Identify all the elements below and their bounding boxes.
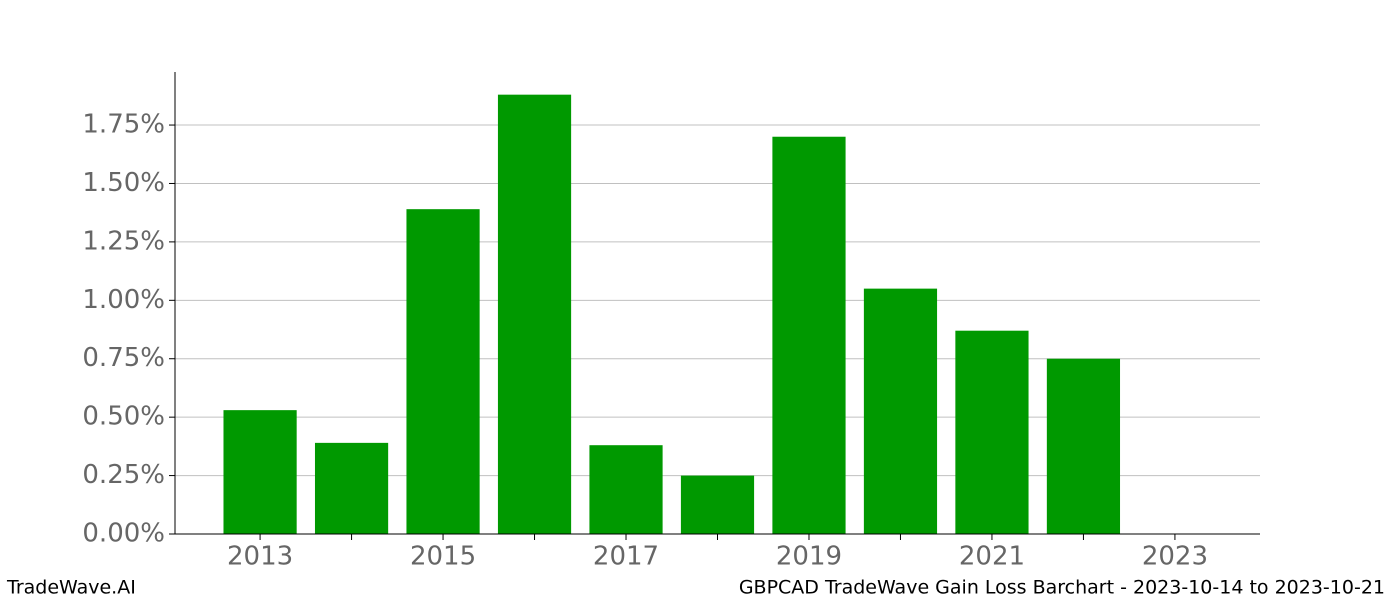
bar: [314, 442, 389, 534]
x-tick-label: 2021: [959, 542, 1025, 572]
x-tick-label: 2015: [410, 542, 476, 572]
x-tick-label: 2023: [1142, 542, 1208, 572]
y-tick-label: 0.25%: [82, 460, 165, 490]
y-tick-label: 1.25%: [82, 226, 165, 256]
bar: [772, 136, 846, 534]
bar: [497, 94, 572, 535]
bar: [223, 410, 297, 534]
y-tick-label: 1.00%: [82, 285, 165, 315]
bar: [406, 209, 480, 534]
bar: [955, 330, 1029, 534]
y-tick-label: 1.50%: [82, 168, 165, 198]
bar: [1046, 358, 1121, 534]
x-tick-label: 2013: [227, 542, 293, 572]
y-tick-label: 0.00%: [82, 519, 165, 549]
x-tick-label: 2017: [593, 542, 659, 572]
x-tick-label: 2019: [776, 542, 842, 572]
chart-title: GBPCAD TradeWave Gain Loss Barchart - 20…: [739, 577, 1385, 599]
bar: [589, 445, 663, 534]
brand: TradeWave.AI: [6, 577, 136, 599]
y-tick-label: 0.50%: [82, 402, 165, 432]
bar: [863, 288, 938, 534]
y-tick-label: 0.75%: [82, 343, 165, 373]
bar: [680, 475, 755, 534]
y-tick-label: 1.75%: [82, 110, 165, 140]
